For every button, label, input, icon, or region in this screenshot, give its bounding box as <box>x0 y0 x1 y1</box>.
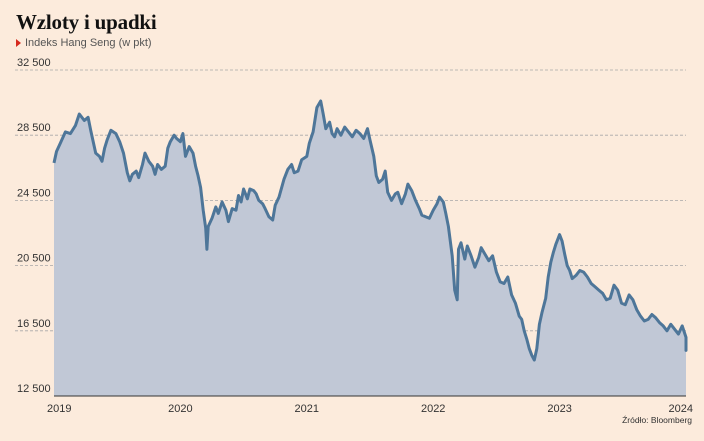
y-tick-label: 28 500 <box>17 122 51 134</box>
y-tick-labels: 12 500 16 500 20 500 24 500 28 500 32 500 <box>17 57 51 395</box>
x-tick-label: 2023 <box>547 403 571 415</box>
y-tick-label: 12 500 <box>17 383 51 395</box>
area-fill <box>54 101 686 396</box>
x-tick-label: 2020 <box>168 403 192 415</box>
x-tick-label: 2022 <box>421 403 445 415</box>
source-note: Źródło: Bloomberg <box>622 415 692 425</box>
chart-subtitle: Indeks Hang Seng (w pkt) <box>16 37 152 49</box>
x-tick-label: 2021 <box>295 403 319 415</box>
y-tick-label: 20 500 <box>17 253 51 265</box>
y-tick-label: 16 500 <box>17 318 51 330</box>
x-tick-label: 2019 <box>47 403 71 415</box>
red-triangle-icon <box>16 39 21 47</box>
x-tick-labels: 2019 2020 2021 2022 2023 2024 <box>47 403 693 415</box>
subtitle-text: Indeks Hang Seng (w pkt) <box>25 37 152 49</box>
y-tick-label: 32 500 <box>17 57 51 69</box>
y-tick-label: 24 500 <box>17 187 51 199</box>
x-tick-label: 2024 <box>669 403 693 415</box>
chart-title: Wzloty i upadki <box>16 10 157 34</box>
series-line-hang-seng <box>52 99 688 362</box>
